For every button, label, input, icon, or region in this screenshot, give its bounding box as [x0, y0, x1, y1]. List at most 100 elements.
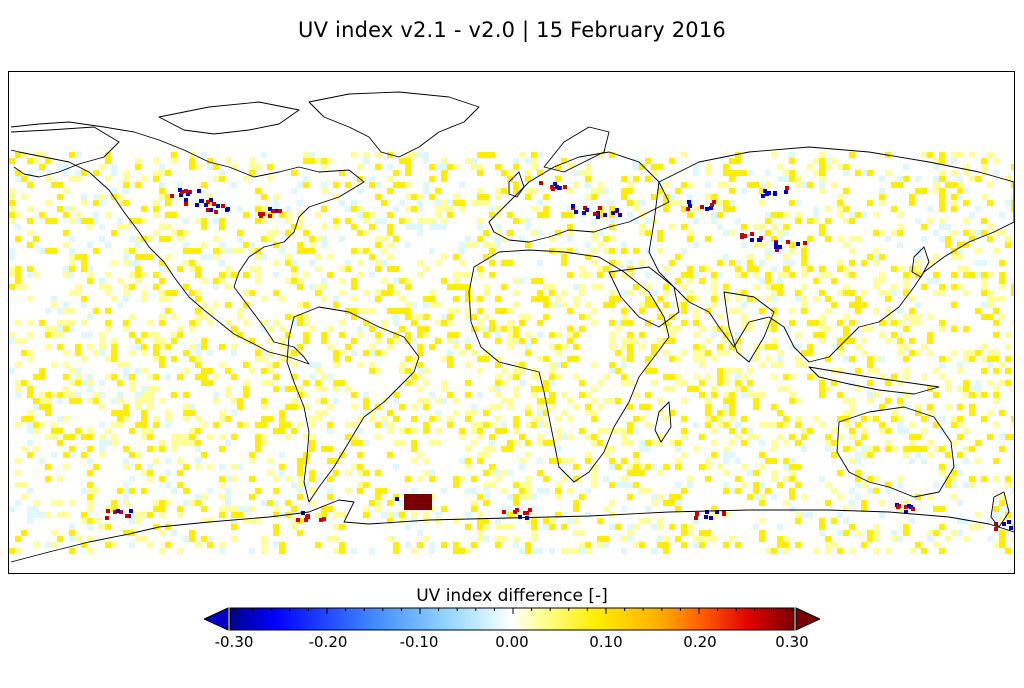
difference-cell: [693, 374, 699, 380]
colorbar-extend-min: [204, 607, 229, 631]
difference-cell: [33, 422, 39, 428]
difference-cell: [555, 416, 561, 422]
difference-cell: [483, 242, 489, 248]
difference-cell: [921, 206, 927, 212]
difference-cell: [75, 290, 81, 296]
difference-cell: [567, 440, 573, 446]
difference-cell: [339, 542, 345, 548]
difference-cell: [405, 206, 411, 212]
difference-cell: [303, 326, 309, 332]
difference-cell: [357, 248, 363, 254]
difference-cell: [447, 320, 453, 326]
difference-cell: [735, 476, 741, 482]
difference-cell: [861, 152, 867, 158]
difference-cell: [675, 380, 681, 386]
difference-cell: [663, 290, 669, 296]
difference-cell: [549, 290, 555, 296]
difference-cell: [285, 218, 291, 224]
difference-cell: [21, 446, 27, 452]
difference-cell: [27, 512, 33, 518]
difference-cell: [423, 170, 429, 176]
difference-cell: [645, 488, 651, 494]
difference-cell: [579, 548, 585, 554]
difference-cell: [201, 530, 207, 536]
difference-cell: [550, 185, 554, 189]
difference-cell: [189, 536, 195, 542]
difference-cell: [453, 272, 459, 278]
difference-cell: [597, 152, 603, 158]
difference-cell: [549, 332, 555, 338]
difference-cell: [753, 512, 759, 518]
difference-cell: [813, 206, 819, 212]
difference-cell: [321, 548, 327, 554]
difference-cell: [405, 302, 411, 308]
difference-cell: [795, 440, 801, 446]
difference-cell: [909, 446, 915, 452]
difference-cell: [591, 194, 597, 200]
difference-cell: [267, 164, 273, 170]
difference-cell: [981, 272, 987, 278]
difference-cell: [819, 278, 825, 284]
difference-cell: [471, 488, 477, 494]
difference-cell: [189, 320, 195, 326]
difference-cell: [645, 506, 651, 512]
difference-cell: [921, 416, 927, 422]
difference-cell: [141, 524, 147, 530]
difference-cell: [981, 158, 987, 164]
difference-cell: [255, 164, 261, 170]
difference-cell: [993, 488, 999, 494]
difference-cell: [375, 290, 381, 296]
difference-cell: [129, 350, 135, 356]
colorbar-gradient: [229, 607, 795, 631]
difference-cell: [9, 284, 15, 290]
difference-cell: [771, 488, 777, 494]
difference-cell: [15, 170, 21, 176]
difference-cell: [105, 416, 111, 422]
difference-cell: [411, 194, 417, 200]
difference-cell: [531, 506, 537, 512]
difference-cell: [981, 260, 987, 266]
difference-cell: [255, 266, 261, 272]
difference-cell: [279, 392, 285, 398]
difference-cell: [231, 464, 237, 470]
difference-cell: [939, 374, 945, 380]
difference-cell: [597, 188, 603, 194]
difference-cell: [615, 416, 621, 422]
difference-cell: [369, 344, 375, 350]
difference-cell: [69, 326, 75, 332]
difference-cell: [963, 380, 969, 386]
difference-cell: [981, 542, 987, 548]
difference-cell: [651, 500, 657, 506]
difference-cell: [309, 236, 315, 242]
difference-cell: [849, 230, 855, 236]
india-outline: [723, 291, 775, 363]
difference-cell: [681, 488, 687, 494]
difference-cell: [15, 152, 21, 158]
difference-cell: [513, 422, 519, 428]
difference-cell: [513, 302, 519, 308]
difference-cell: [213, 302, 219, 308]
difference-cell: [735, 344, 741, 350]
difference-cell: [633, 446, 639, 452]
difference-cell: [843, 446, 849, 452]
difference-cell: [879, 290, 885, 296]
difference-cell: [675, 230, 681, 236]
difference-cell: [909, 314, 915, 320]
difference-cell: [639, 302, 645, 308]
difference-cell: [285, 368, 291, 374]
difference-cell: [369, 548, 375, 554]
difference-cell: [201, 224, 207, 230]
difference-cell: [837, 392, 843, 398]
difference-cell: [15, 470, 21, 476]
difference-cell: [477, 248, 483, 254]
difference-cell: [195, 542, 201, 548]
difference-cell: [753, 404, 759, 410]
difference-cell: [9, 248, 15, 254]
difference-cell: [21, 530, 27, 536]
difference-cell: [789, 458, 795, 464]
difference-cell: [537, 296, 543, 302]
difference-cell: [111, 410, 117, 416]
difference-cell: [471, 404, 477, 410]
difference-cell: [711, 512, 717, 518]
difference-cell: [513, 386, 519, 392]
